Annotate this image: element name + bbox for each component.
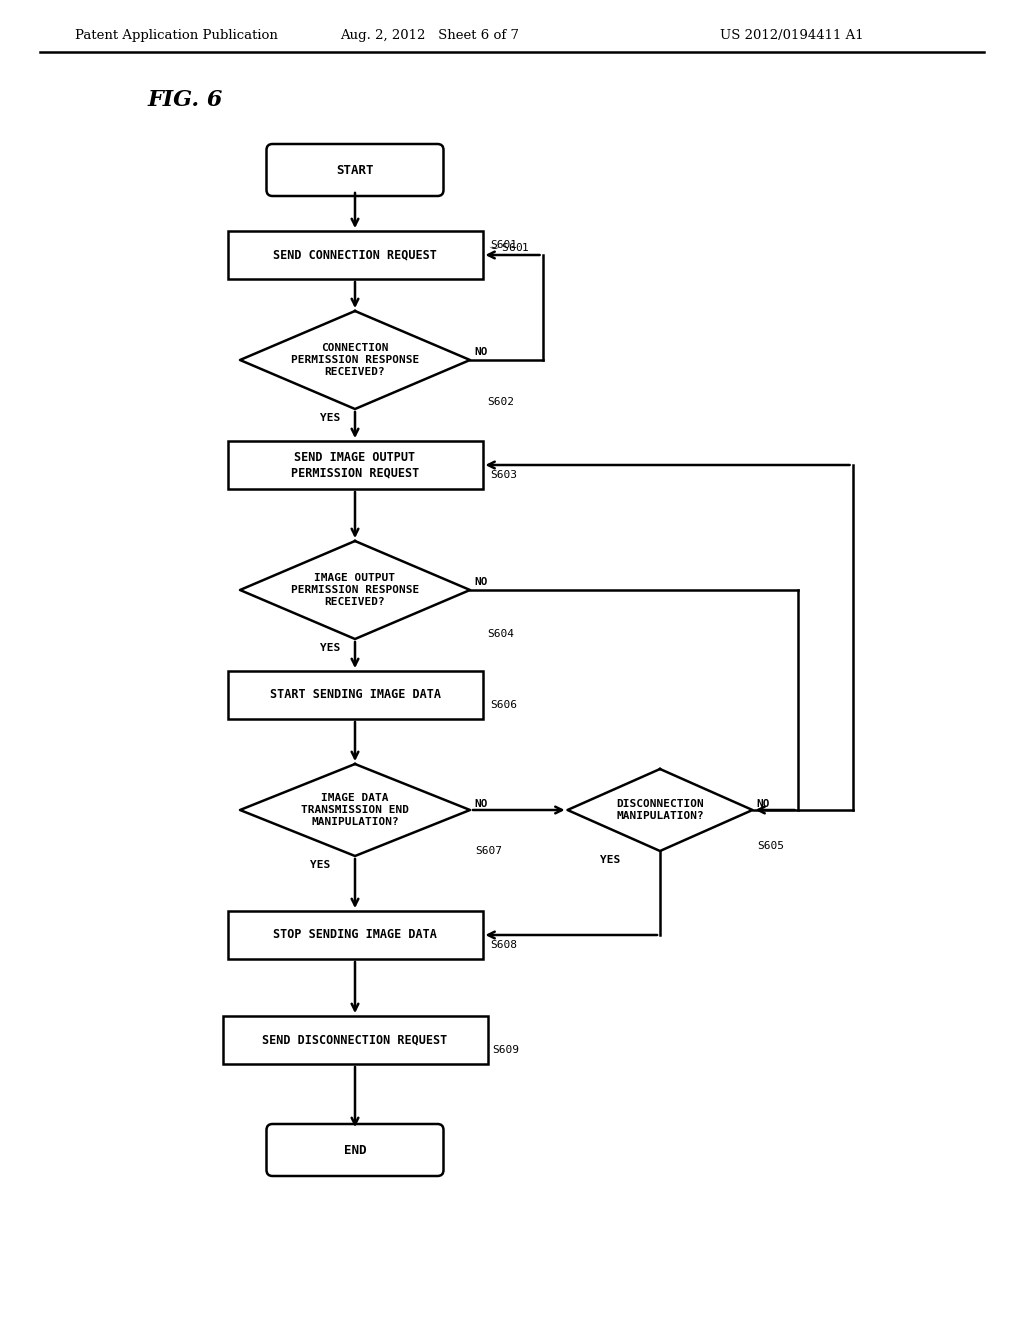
Text: NO: NO — [474, 799, 487, 809]
Bar — [227, 231, 482, 279]
Text: YES: YES — [600, 855, 621, 865]
Text: DISCONNECTION
MANIPULATION?: DISCONNECTION MANIPULATION? — [616, 799, 703, 821]
Text: S602: S602 — [487, 397, 514, 407]
Text: SEND CONNECTION REQUEST: SEND CONNECTION REQUEST — [273, 248, 437, 261]
Text: IMAGE OUTPUT
PERMISSION RESPONSE
RECEIVED?: IMAGE OUTPUT PERMISSION RESPONSE RECEIVE… — [291, 573, 419, 607]
Text: S603: S603 — [490, 470, 517, 480]
Text: START SENDING IMAGE DATA: START SENDING IMAGE DATA — [269, 689, 440, 701]
Text: FIG. 6: FIG. 6 — [148, 88, 223, 111]
Text: S604: S604 — [487, 630, 514, 639]
Text: Aug. 2, 2012   Sheet 6 of 7: Aug. 2, 2012 Sheet 6 of 7 — [341, 29, 519, 41]
Text: CONNECTION
PERMISSION RESPONSE
RECEIVED?: CONNECTION PERMISSION RESPONSE RECEIVED? — [291, 343, 419, 376]
Text: SEND DISCONNECTION REQUEST: SEND DISCONNECTION REQUEST — [262, 1034, 447, 1047]
Text: S606: S606 — [490, 700, 517, 710]
Text: S608: S608 — [490, 940, 517, 950]
Text: NO: NO — [474, 347, 487, 356]
Text: $\smile$S601: $\smile$S601 — [486, 242, 530, 253]
Bar — [227, 671, 482, 719]
Text: S601: S601 — [490, 240, 517, 249]
Text: IMAGE DATA
TRANSMISSION END
MANIPULATION?: IMAGE DATA TRANSMISSION END MANIPULATION… — [301, 793, 409, 826]
Bar — [227, 441, 482, 488]
Text: YES: YES — [319, 413, 340, 422]
Text: S605: S605 — [758, 841, 784, 851]
Bar — [222, 1016, 487, 1064]
Text: END: END — [344, 1143, 367, 1156]
Text: SEND IMAGE OUTPUT
PERMISSION REQUEST: SEND IMAGE OUTPUT PERMISSION REQUEST — [291, 451, 419, 479]
Bar — [227, 911, 482, 960]
Text: US 2012/0194411 A1: US 2012/0194411 A1 — [720, 29, 863, 41]
Text: NO: NO — [474, 577, 487, 587]
FancyBboxPatch shape — [266, 1125, 443, 1176]
Text: START: START — [336, 164, 374, 177]
Text: YES: YES — [319, 643, 340, 653]
Text: STOP SENDING IMAGE DATA: STOP SENDING IMAGE DATA — [273, 928, 437, 941]
Text: YES: YES — [310, 861, 331, 870]
Text: NO: NO — [757, 799, 770, 809]
Text: S609: S609 — [493, 1045, 519, 1055]
FancyBboxPatch shape — [266, 144, 443, 195]
Text: S607: S607 — [475, 846, 502, 855]
Text: Patent Application Publication: Patent Application Publication — [75, 29, 278, 41]
